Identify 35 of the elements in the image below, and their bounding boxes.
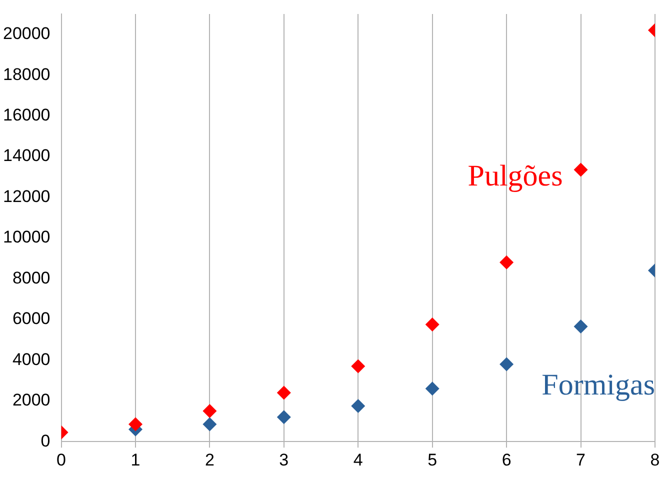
x-tick-label: 5 bbox=[428, 450, 438, 470]
x-tick-label: 8 bbox=[650, 450, 660, 470]
point bbox=[500, 357, 514, 372]
point bbox=[351, 398, 366, 413]
point bbox=[500, 255, 514, 270]
x-tick-label: 6 bbox=[502, 450, 512, 470]
y-tick-label: 8000 bbox=[12, 268, 50, 288]
series-label: Formigas bbox=[542, 368, 655, 402]
point bbox=[425, 318, 440, 332]
point bbox=[276, 386, 291, 400]
point bbox=[574, 320, 588, 334]
y-tick-label: 6000 bbox=[12, 309, 50, 328]
point bbox=[202, 417, 217, 432]
point bbox=[574, 162, 588, 177]
point bbox=[276, 410, 291, 424]
x-tick-label: 0 bbox=[56, 450, 66, 470]
point bbox=[202, 404, 217, 418]
y-tick-label: 2000 bbox=[12, 390, 50, 410]
y-tick-label: 20000 bbox=[2, 24, 50, 44]
y-tick-label: 12000 bbox=[2, 186, 50, 206]
x-tick-label: 3 bbox=[279, 450, 289, 470]
y-tick-label: 4000 bbox=[12, 350, 50, 369]
y-tick-label: 14000 bbox=[2, 146, 50, 166]
y-tick-label: 18000 bbox=[2, 64, 50, 84]
y-tick-label: 0 bbox=[40, 431, 50, 450]
x-tick-label: 1 bbox=[130, 450, 140, 470]
y-tick-label: 10000 bbox=[2, 228, 50, 247]
point bbox=[351, 359, 366, 374]
y-tick-label: 16000 bbox=[2, 105, 50, 124]
point bbox=[425, 382, 440, 396]
series-label: Pulgões bbox=[468, 160, 563, 193]
x-tick-label: 2 bbox=[204, 450, 214, 470]
x-tick-label: 7 bbox=[576, 450, 586, 470]
x-tick-label: 4 bbox=[353, 450, 363, 470]
point bbox=[128, 417, 142, 432]
